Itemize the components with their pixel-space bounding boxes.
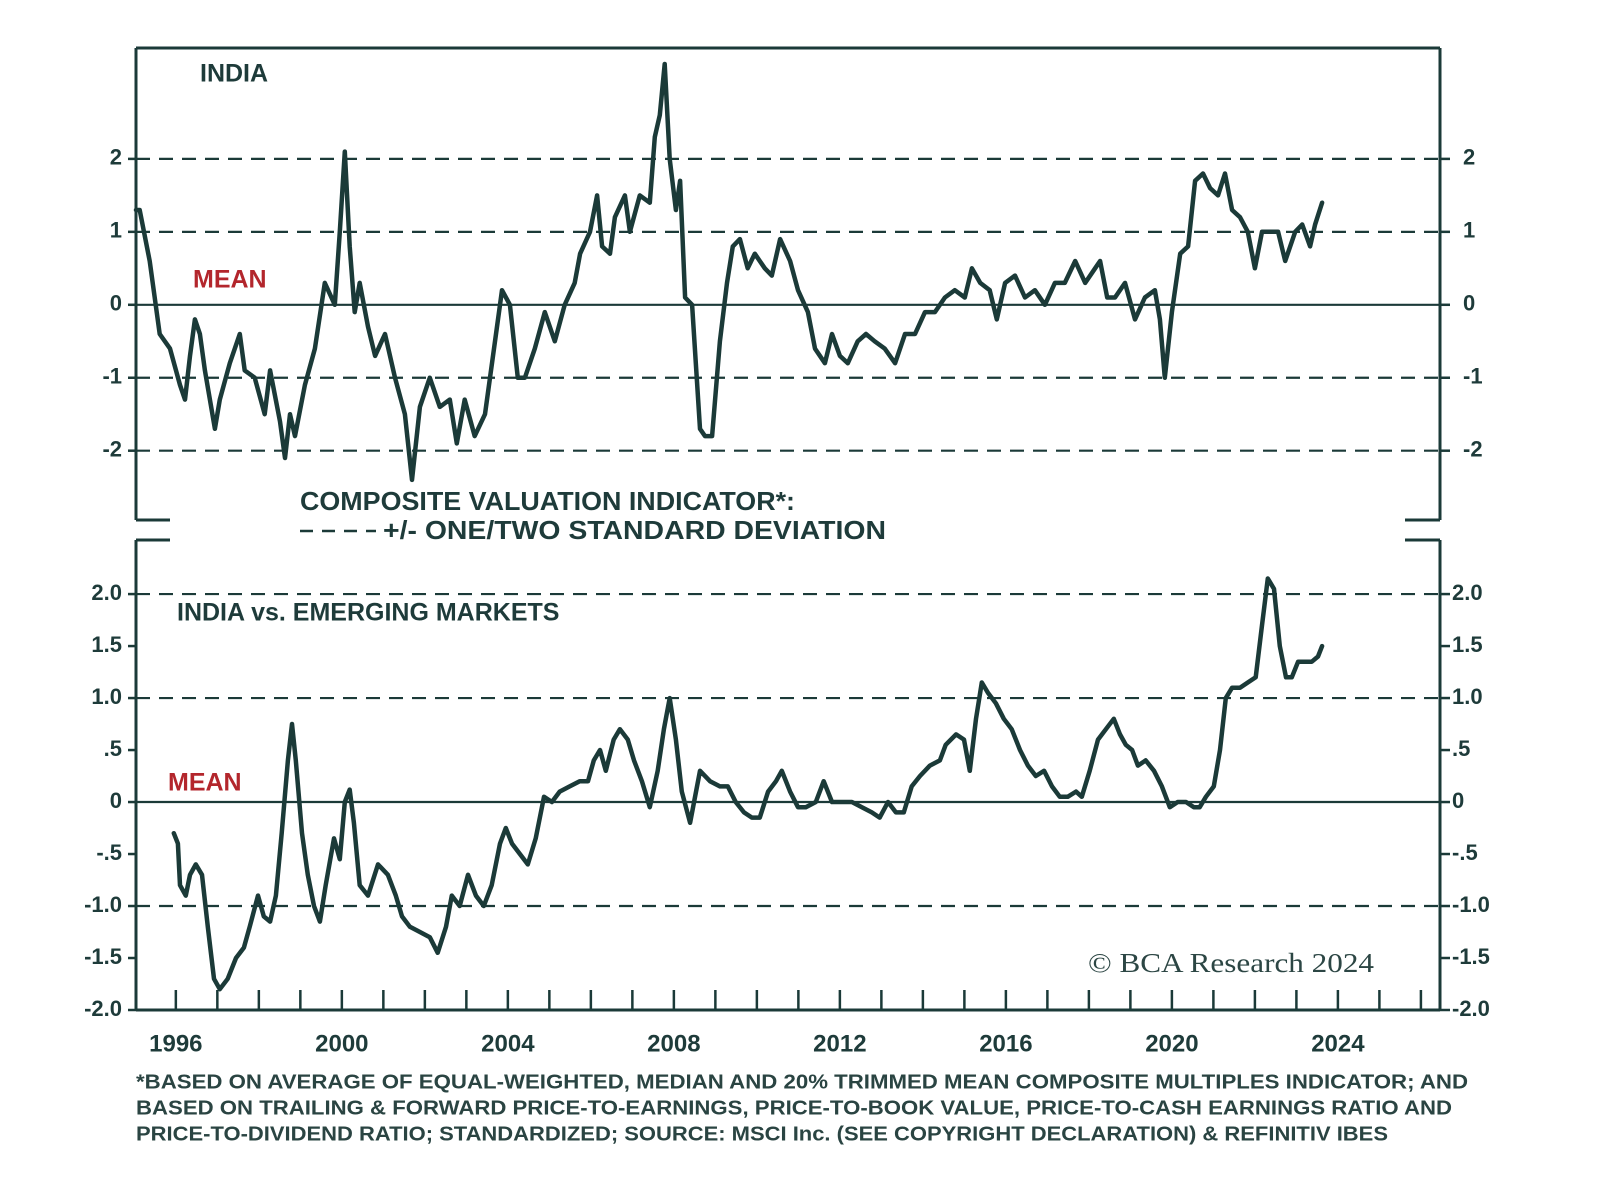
y-tick-label-right: -2: [1463, 437, 1483, 462]
x-tick-label: 2000: [315, 1030, 368, 1057]
y-tick-label: -1.5: [84, 944, 122, 969]
panel-title: INDIA: [200, 60, 268, 88]
y-tick-label: -1.0: [84, 892, 122, 917]
legend-label: +/- ONE/TWO STANDARD DEVIATION: [383, 515, 886, 545]
y-tick-label: -2.0: [84, 996, 122, 1021]
data-line: [133, 61, 1325, 483]
x-tick-label: 2024: [1311, 1030, 1365, 1057]
y-tick-label-right: -1: [1463, 364, 1483, 389]
x-tick-label: 1996: [149, 1030, 202, 1057]
y-tick-label-right: 1: [1463, 218, 1475, 243]
y-tick-label: -.5: [96, 840, 122, 865]
y-tick-label: .5: [104, 736, 122, 761]
y-tick-label-right: 2.0: [1452, 580, 1483, 605]
y-tick-label-right: -2.0: [1452, 996, 1490, 1021]
y-tick-label: 1: [110, 218, 122, 243]
y-tick-label-right: -1.0: [1452, 892, 1490, 917]
y-tick-label-right: 0: [1452, 788, 1464, 813]
x-tick-label: 2016: [979, 1030, 1032, 1057]
y-tick-label: 0: [110, 291, 122, 316]
footnote: PRICE-TO-DIVIDEND RATIO; STANDARDIZED; S…: [136, 1123, 1388, 1145]
y-tick-label-right: -.5: [1452, 840, 1478, 865]
x-tick-label: 2012: [813, 1030, 866, 1057]
panel-title: INDIA vs. EMERGING MARKETS: [177, 599, 559, 627]
footnote: *BASED ON AVERAGE OF EQUAL-WEIGHTED, MED…: [136, 1071, 1468, 1093]
footnote: BASED ON TRAILING & FORWARD PRICE-TO-EAR…: [136, 1097, 1452, 1119]
y-tick-label-right: 2: [1463, 145, 1475, 170]
x-tick-label: 2008: [647, 1030, 700, 1057]
y-tick-label: 1.0: [91, 684, 122, 709]
y-tick-label-right: 1.0: [1452, 684, 1483, 709]
y-tick-label-right: .5: [1452, 736, 1470, 761]
y-tick-label-right: -1.5: [1452, 944, 1490, 969]
y-tick-label: 2.0: [91, 580, 122, 605]
y-tick-label: 2: [110, 145, 122, 170]
x-tick-label: 2004: [481, 1030, 535, 1057]
y-tick-label: 1.5: [91, 632, 122, 657]
legend-title: COMPOSITE VALUATION INDICATOR*:: [300, 486, 795, 516]
x-tick-label: 2020: [1145, 1030, 1198, 1057]
mean-label: MEAN: [168, 769, 242, 797]
y-tick-label-right: 1.5: [1452, 632, 1483, 657]
y-tick-label: -2: [102, 437, 122, 462]
y-tick-label-right: 0: [1463, 291, 1475, 316]
copyright: © BCA Research 2024: [1088, 948, 1375, 978]
data-line: [171, 576, 1325, 992]
y-tick-label: 0: [110, 788, 122, 813]
y-tick-label: -1: [102, 364, 122, 389]
mean-label: MEAN: [193, 266, 267, 294]
